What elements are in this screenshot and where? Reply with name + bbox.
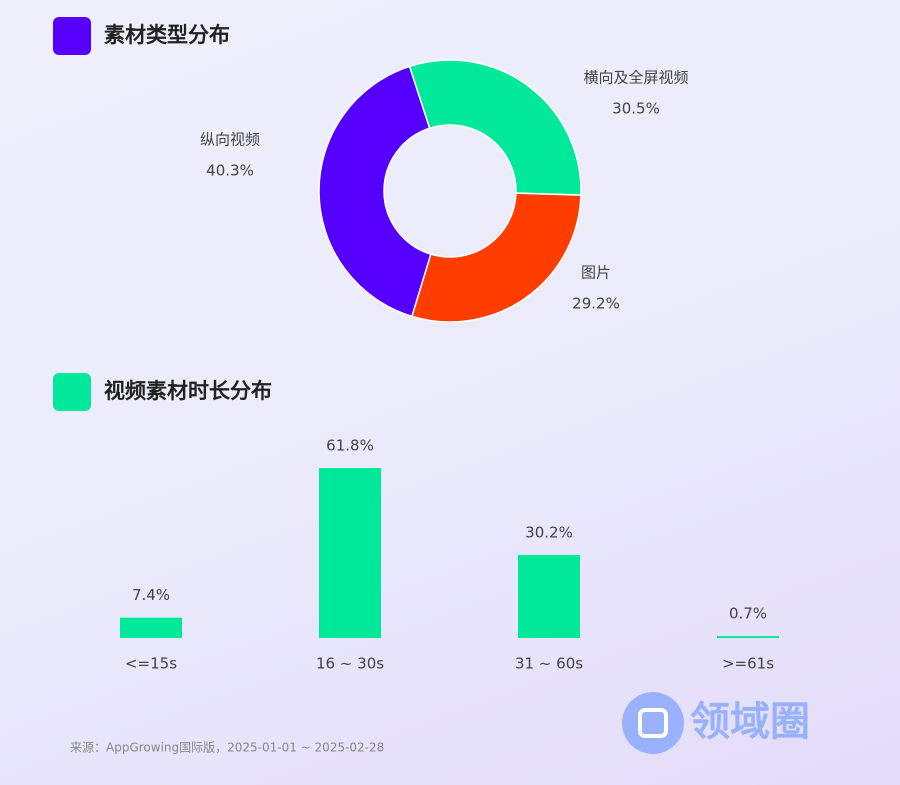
bar	[120, 617, 182, 638]
watermark-logo-inner	[638, 708, 668, 738]
x-tick-label: <=15s	[125, 655, 177, 673]
x-tick-label: 31 ~ 60s	[515, 655, 583, 673]
slice-value-label: 40.3%	[206, 162, 254, 180]
bar-value-label: 61.8%	[326, 437, 374, 455]
footer-source: 来源：AppGrowing国际版，2025-01-01 ~ 2025-02-28	[70, 741, 384, 755]
slice-value-label: 29.2%	[572, 295, 620, 313]
x-tick-label: >=61s	[722, 655, 774, 673]
title-icon	[53, 17, 91, 55]
slice-label: 横向及全屏视频	[583, 69, 688, 87]
bar-value-label: 7.4%	[132, 586, 170, 604]
slice-label: 纵向视频	[200, 131, 260, 149]
title-icon	[53, 373, 91, 411]
chart-title: 视频素材时长分布	[104, 379, 272, 403]
donut-slice	[410, 192, 582, 323]
bar	[319, 468, 381, 638]
slice-value-label: 30.5%	[612, 100, 660, 118]
bar-value-label: 30.2%	[525, 523, 573, 541]
slice-label: 图片	[581, 264, 611, 282]
x-tick-label: 16 ~ 30s	[316, 655, 384, 673]
donut-slice	[318, 65, 432, 318]
bar-value-label: 0.7%	[729, 605, 767, 623]
donut-slice	[408, 59, 582, 196]
watermark-logo	[622, 692, 684, 754]
bar	[717, 636, 779, 638]
chart-title: 素材类型分布	[104, 23, 230, 47]
watermark: 领域圈	[690, 699, 810, 745]
bar	[518, 554, 580, 638]
